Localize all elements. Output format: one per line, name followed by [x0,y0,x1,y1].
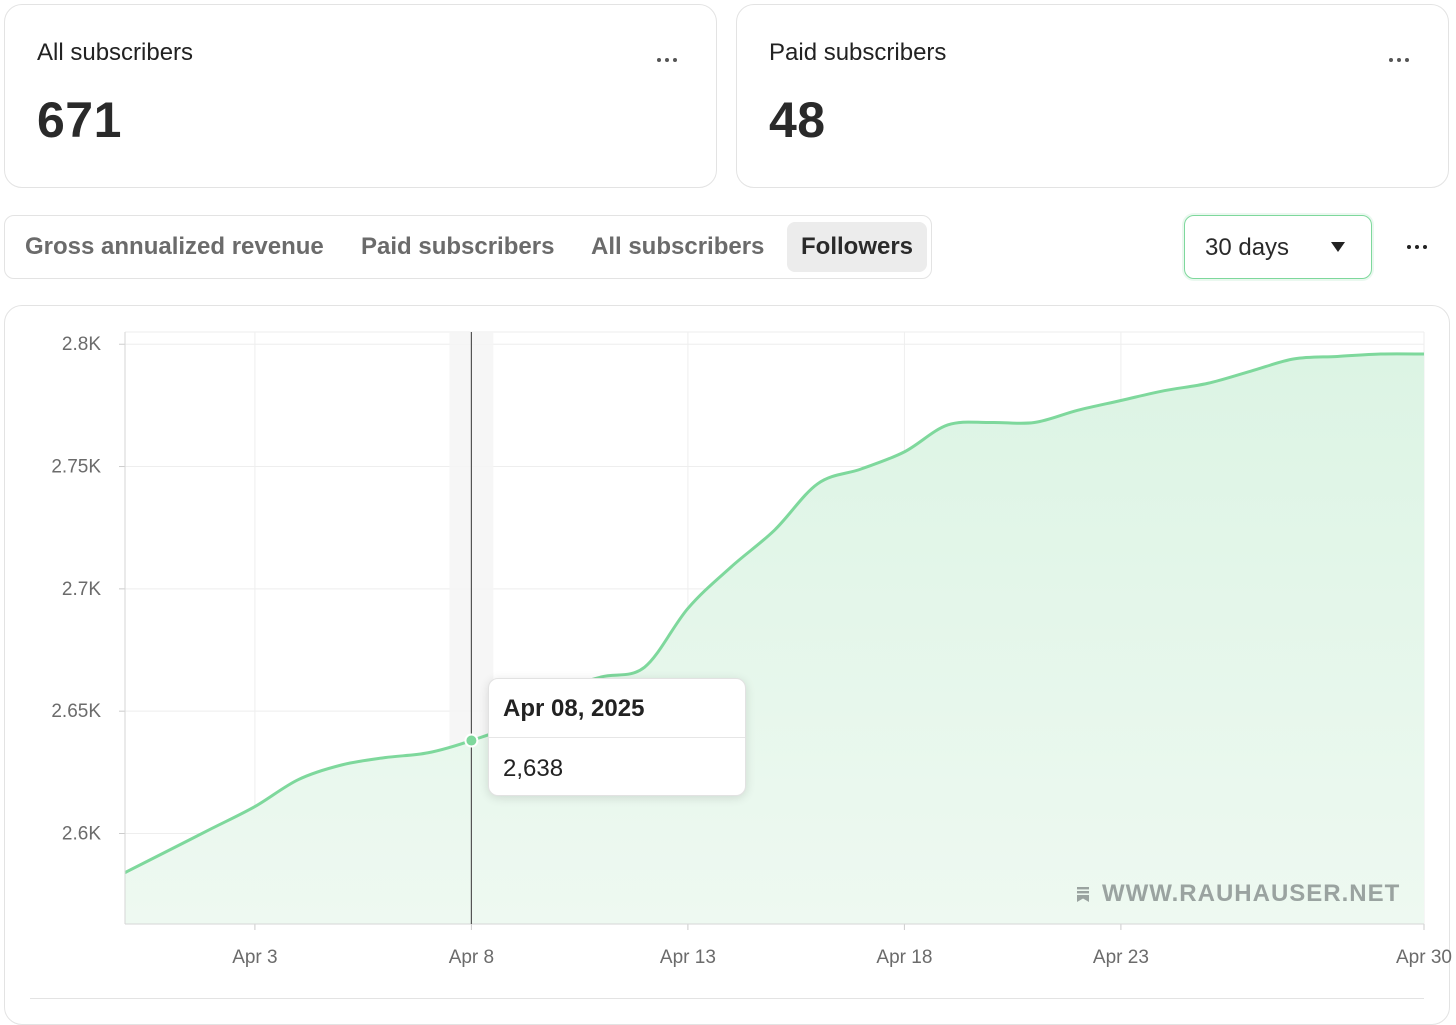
more-icon[interactable] [1385,50,1413,70]
y-tick-label: 2.65K [51,701,101,722]
hover-marker [464,332,479,924]
area-series [124,352,1425,924]
caret-down-icon [1331,242,1345,252]
x-tick-label: Apr 18 [876,947,932,968]
y-tick-label: 2.6K [62,823,101,844]
tick-labels: 2.8K 2.75K 2.7K 2.65K 2.6K Apr 3 Apr 8 Apr 13 Ap… [51,334,1452,968]
tab-gross-annualized-revenue[interactable]: Gross annualized revenue [25,233,324,260]
stat-card-all-subscribers: All subscribers 671 [4,4,717,188]
tab-all-subscribers[interactable]: All subscribers [591,233,765,260]
tab-followers[interactable]: Followers [787,222,928,272]
chart-tooltip: Apr 08, 2025 2,638 [488,678,746,796]
y-tick-label: 2.75K [51,457,101,478]
card-title: Paid subscribers [769,39,947,66]
hover-point [464,733,479,748]
watermark: WWW.RAUHAUSER.NET [1076,880,1400,908]
tooltip-value: 2,638 [503,755,564,782]
y-tick-label: 2.7K [62,579,101,600]
series-line [124,352,1425,874]
card-value: 48 [769,92,826,148]
x-tick-label: Apr 8 [449,947,494,968]
y-tick-label: 2.8K [62,334,101,355]
bookmark-icon [1077,887,1089,902]
more-icon[interactable] [1403,237,1431,257]
watermark-text: WWW.RAUHAUSER.NET [1102,880,1401,907]
x-tick-label: Apr 3 [232,947,277,968]
axes [119,332,1425,930]
stat-card-paid-subscribers: Paid subscribers 48 [736,4,1449,188]
card-title: All subscribers [37,39,194,66]
tab-paid-subscribers[interactable]: Paid subscribers [361,233,555,260]
range-select[interactable]: 30 days [1184,215,1372,279]
area-fill [125,353,1424,924]
card-value: 671 [37,92,122,148]
metric-tabs: Gross annualized revenue Paid subscriber… [4,215,932,279]
divider [30,998,1424,999]
more-icon[interactable] [653,50,681,70]
tooltip-divider [489,737,745,738]
tooltip-date: Apr 08, 2025 [503,695,645,722]
range-select-value: 30 days [1205,234,1290,261]
x-tick-label: Apr 30 [1396,947,1452,968]
x-tick-label: Apr 13 [660,947,716,968]
x-tick-label: Apr 23 [1093,947,1149,968]
